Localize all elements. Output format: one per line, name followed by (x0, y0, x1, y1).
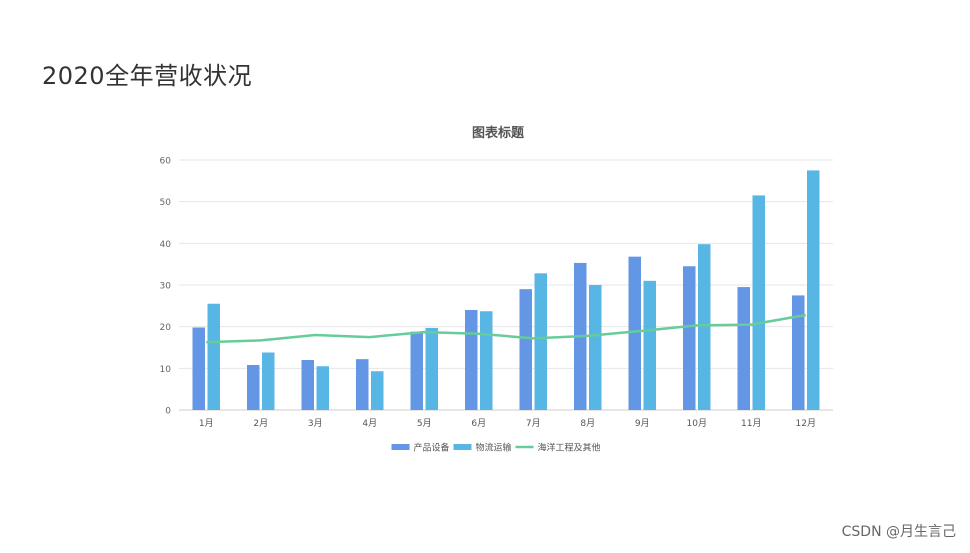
bar (425, 327, 438, 410)
y-tick-label: 20 (160, 323, 172, 333)
bar (534, 273, 547, 410)
legend-label: 海洋工程及其他 (538, 442, 601, 454)
y-axis-ticks: 0 10 20 30 40 50 60 (160, 157, 172, 417)
bar (589, 285, 602, 410)
x-tick-label: 8月 (580, 418, 595, 429)
y-tick-label: 0 (165, 407, 171, 417)
bars (192, 170, 820, 410)
bar (752, 195, 765, 410)
bar (683, 266, 696, 410)
legend-item: 物流运输 (453, 442, 512, 454)
x-axis-ticks: 1月 2月 3月 4月 5月 6月 7月 8月 9月 10月 11月 12月 (199, 418, 816, 429)
bar (807, 170, 820, 410)
bar (371, 371, 384, 410)
legend-swatch (391, 444, 410, 450)
x-tick-label: 9月 (635, 418, 650, 429)
bar (737, 287, 750, 410)
legend-label: 物流运输 (476, 442, 512, 454)
legend-swatch (453, 444, 472, 450)
x-tick-label: 12月 (796, 418, 816, 429)
bar (519, 289, 532, 410)
x-tick-label: 11月 (741, 418, 761, 429)
y-tick-label: 10 (160, 365, 172, 375)
bar (628, 256, 641, 410)
x-tick-label: 7月 (526, 418, 541, 429)
bar (301, 360, 314, 410)
y-tick-label: 40 (160, 240, 172, 250)
bar (465, 310, 478, 410)
x-tick-label: 4月 (362, 418, 377, 429)
watermark: CSDN @月生言己 (841, 524, 956, 540)
legend-item: 产品设备 (391, 442, 450, 454)
bar (192, 327, 205, 410)
bar (316, 366, 329, 410)
page-title: 2020全年营收状况 (42, 62, 253, 90)
bar (410, 331, 423, 410)
grid-lines (179, 159, 833, 411)
x-tick-label: 1月 (199, 418, 214, 429)
bar (792, 295, 805, 410)
bar (480, 311, 493, 410)
legend-label: 产品设备 (414, 442, 450, 454)
y-tick-label: 60 (160, 157, 172, 167)
x-tick-label: 3月 (308, 418, 323, 429)
x-tick-label: 5月 (417, 418, 432, 429)
x-tick-label: 2月 (253, 418, 268, 429)
x-tick-label: 6月 (471, 418, 486, 429)
bar (207, 303, 220, 410)
line-series-path (206, 313, 806, 344)
bar (247, 365, 260, 410)
y-tick-label: 50 (160, 198, 172, 208)
legend-item: 海洋工程及其他 (515, 442, 601, 454)
x-tick-label: 10月 (687, 418, 707, 429)
bar (356, 359, 369, 410)
bar (643, 280, 656, 410)
bar (262, 352, 275, 410)
line-series (206, 313, 806, 344)
chart-title: 图表标题 (472, 125, 525, 141)
bar (698, 244, 711, 410)
y-tick-label: 30 (160, 282, 172, 292)
legend: 产品设备 物流运输 海洋工程及其他 (391, 442, 601, 454)
